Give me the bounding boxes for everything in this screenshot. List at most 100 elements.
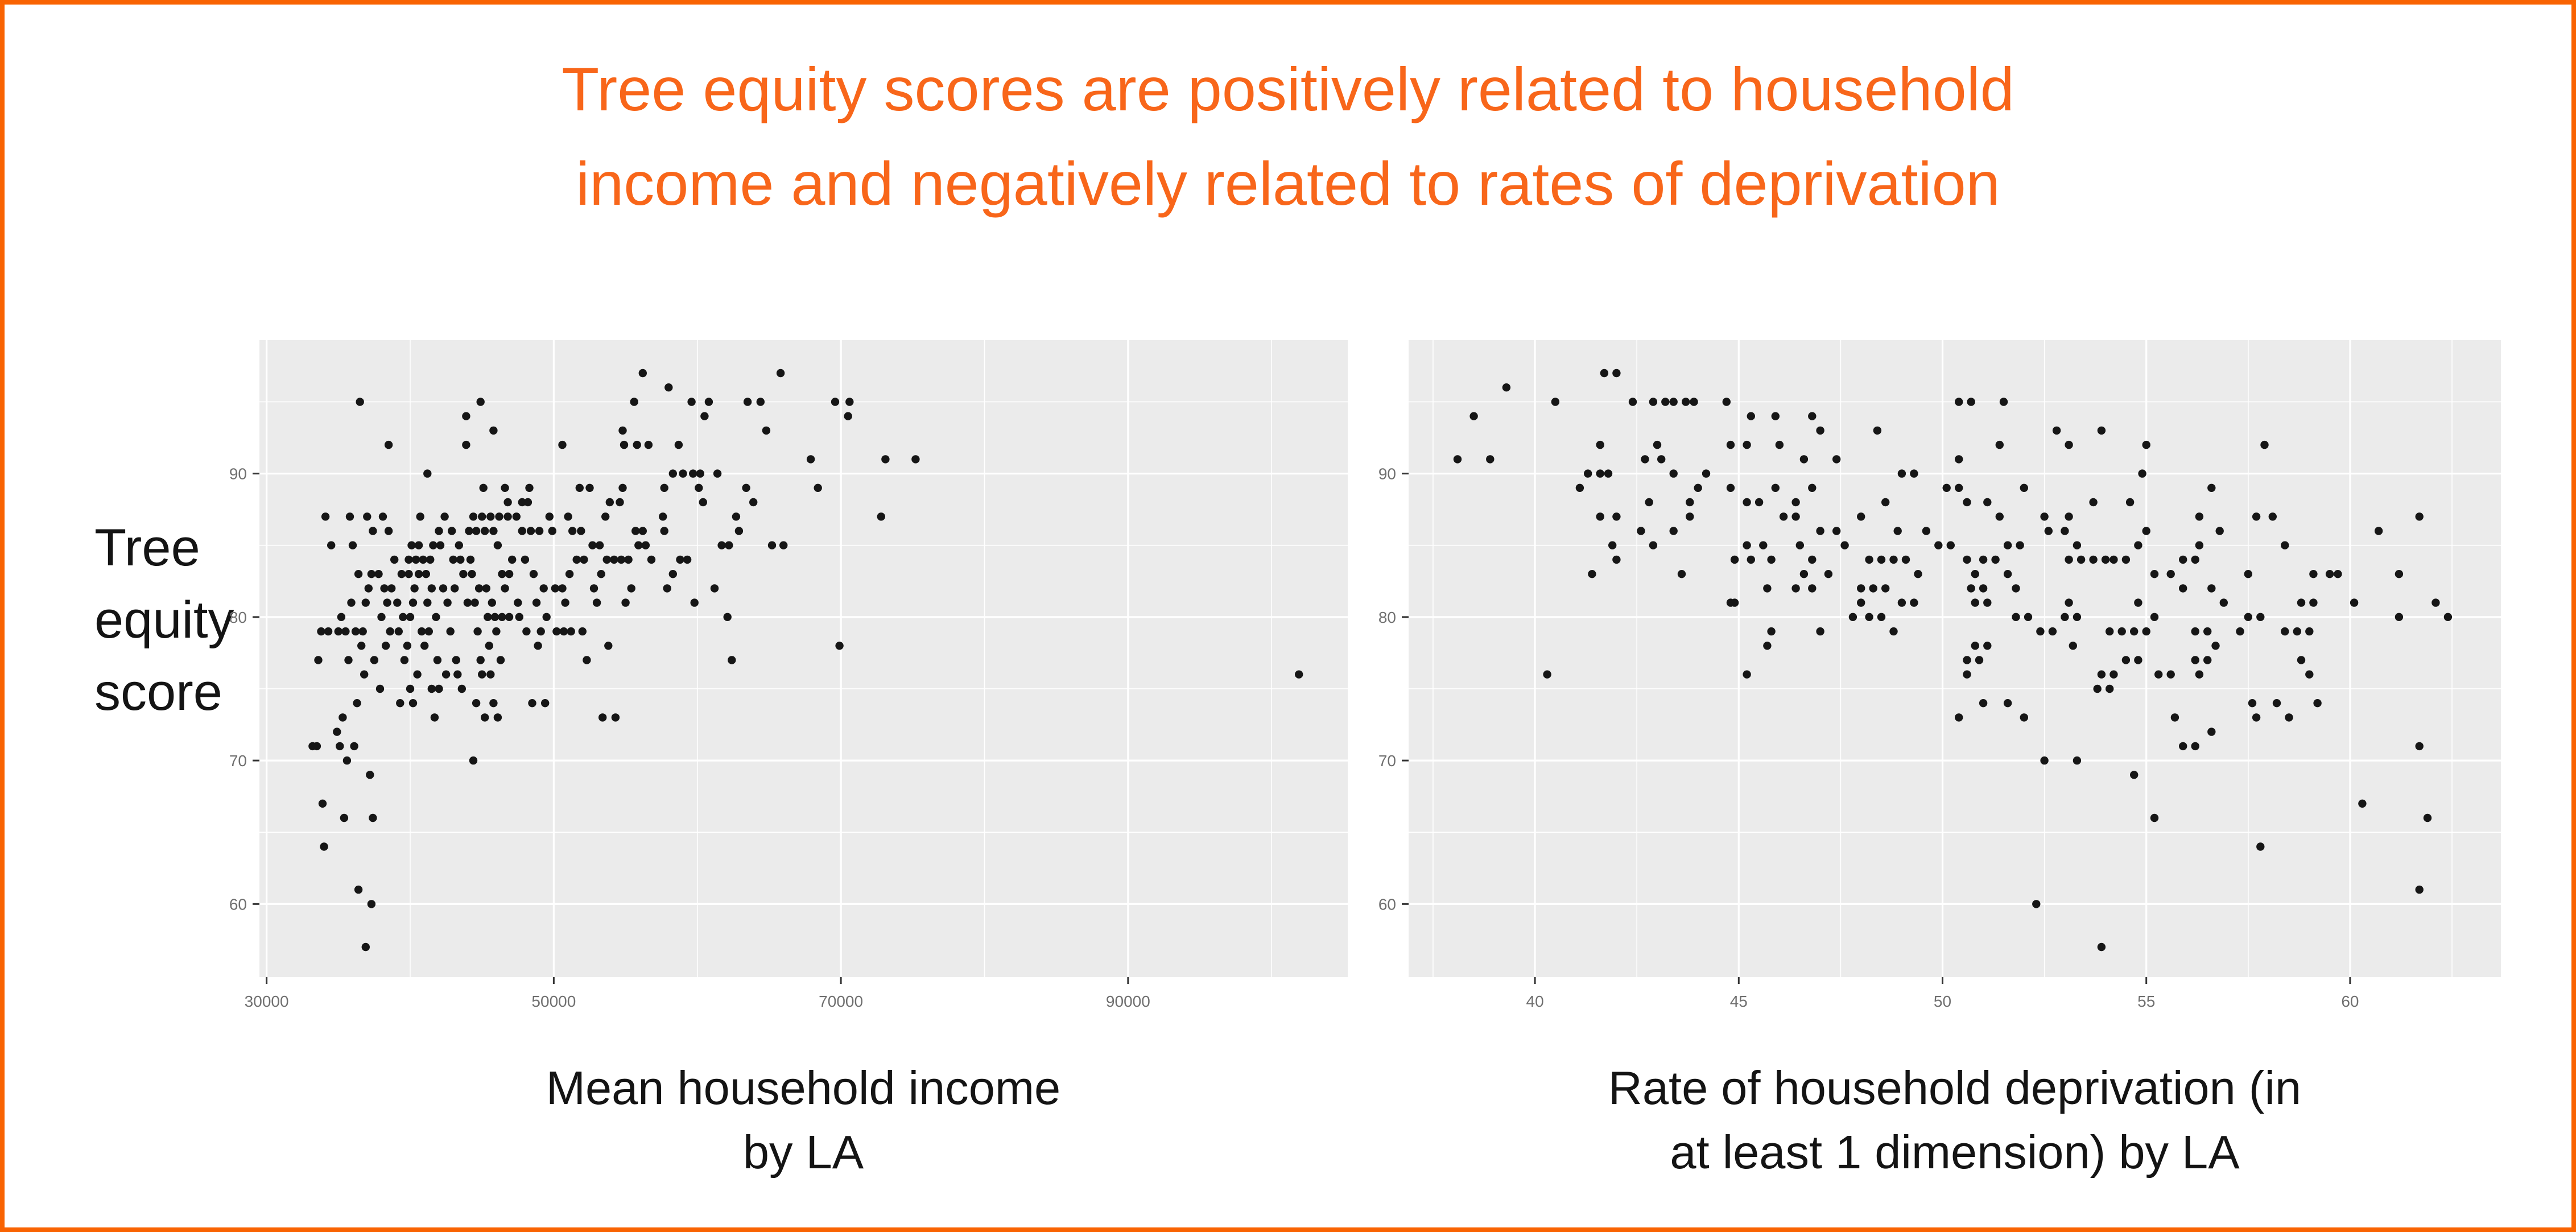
scatter-point [564,512,572,521]
scatter-point [2044,527,2053,535]
x-tick-label: 90000 [1106,993,1150,1010]
scatter-point [668,469,677,478]
scatter-point [350,742,358,751]
scatter-point [2195,541,2204,549]
scatter-point [2003,570,2012,578]
scatter-point [340,813,349,822]
scatter-point [414,541,423,549]
scatter-point [617,555,626,564]
scatter-point [1877,555,1886,564]
scatter-point [488,598,496,607]
scatter-point [2395,613,2404,621]
scatter-point [2309,570,2318,578]
scatter-point [2061,613,2069,621]
scatter-point [1653,440,1662,449]
scatter-point [476,398,485,406]
scatter-point [2191,555,2199,564]
scatter-point [393,598,402,607]
scatter-point [2248,699,2257,708]
scatter-point [580,555,588,564]
scatter-point [1730,598,1739,607]
scatter-point [1791,584,1800,593]
x-axis-label-income-line-1: Mean household income [546,1061,1061,1114]
scatter-point [1983,598,1992,607]
scatter-point [1669,527,1678,535]
scatter-point [521,555,530,564]
scatter-point [381,642,390,650]
scatter-point [433,656,442,664]
scatter-point [481,527,489,535]
scatter-point [1967,584,1975,593]
scatter-svg: 30000 50000 70000 90000 60 70 80 90 [229,340,1348,1010]
x-axis-label-income: Mean household income by LA [234,1056,1372,1184]
scatter-point [2244,613,2252,621]
scatter-point [561,598,569,607]
scatter-point [1779,512,1788,521]
scatter-point [1543,670,1551,679]
scatter-point [2138,469,2146,478]
scatter-point [501,584,509,593]
scatter-point [453,670,462,679]
scatter-point [2166,670,2175,679]
scatter-point [478,670,486,679]
scatter-point [2150,570,2159,578]
scatter-point [501,483,509,492]
scatter-point [1799,455,1809,464]
scatter-point [486,512,495,521]
scatter-point [1971,642,1979,650]
scatter-point [2297,656,2306,664]
y-axis-label-line-2: equity [94,591,234,649]
scatter-point [2142,440,2150,449]
scatter-point [844,412,852,420]
scatter-point [2179,555,2187,564]
scatter-point [2032,900,2041,908]
scatter-point [493,713,502,722]
scatter-point [1971,598,1979,607]
scatter-point [387,584,396,593]
scatter-point [1967,398,1975,406]
scatter-point [503,498,512,507]
scatter-point [911,455,920,464]
scatter-point [1628,398,1637,406]
scatter-point [2130,627,2139,636]
scatter-point [457,684,466,693]
scatter-point [762,426,771,435]
scatter-point [568,527,577,535]
scatter-point [2203,627,2212,636]
scatter-point [532,598,541,607]
scatter-point [1649,541,1658,549]
scatter-point [528,699,536,708]
scatter-point [2130,771,2139,779]
scatter-point [1865,613,1873,621]
scatter-point [334,627,342,636]
scatter-point [408,598,418,607]
scatter-point [383,598,391,607]
scatter-point [455,541,463,549]
scatter-point [1893,527,1902,535]
scatter-point [2150,613,2159,621]
scatter-point [1743,541,1751,549]
scatter-point [1881,584,1890,593]
scatter-point [545,512,554,521]
scatter-point [2443,613,2453,621]
scatter-point [378,512,387,521]
scatter-point [470,598,479,607]
scatter-point [498,570,506,578]
scatter-point [1897,469,1906,478]
scatter-point [397,570,406,578]
scatter-point [1600,369,1609,378]
scatter-point [374,570,383,578]
scatter-point [1730,555,1739,564]
scatter-point [436,541,445,549]
scatter-point [2191,627,2199,636]
chart-title-line-1: Tree equity scores are positively relate… [562,55,2014,123]
scatter-point [743,398,752,406]
scatter-point [364,584,373,593]
y-axis-label-line-3: score [94,663,222,721]
scatter-point [1857,512,1865,521]
scatter-point [2134,541,2142,549]
scatter-point [634,541,643,549]
scatter-point [495,512,503,521]
scatter-point [1934,541,1943,549]
scatter-point [674,440,683,449]
